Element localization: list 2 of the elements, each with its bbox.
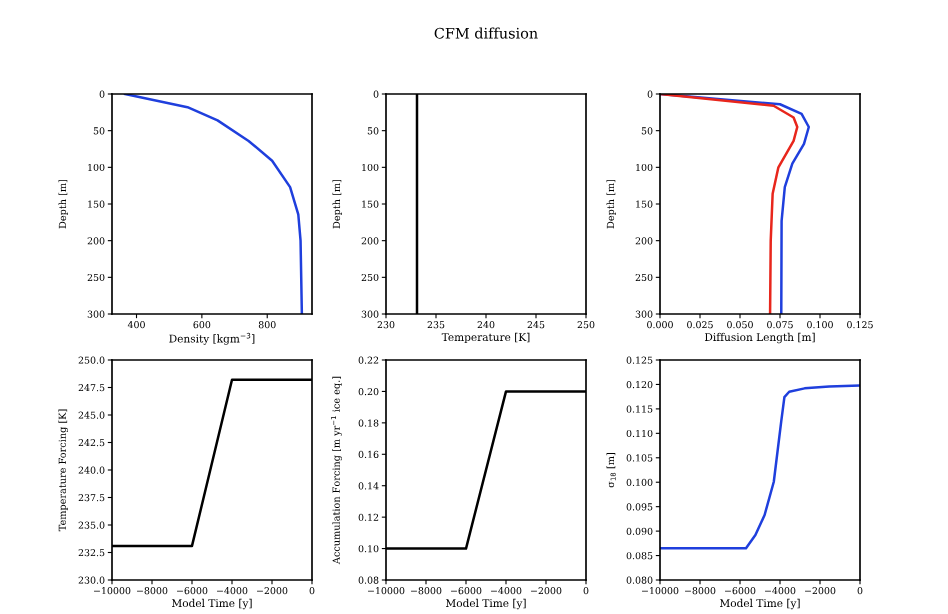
line-series — [123, 94, 304, 314]
line-series — [660, 384, 860, 550]
